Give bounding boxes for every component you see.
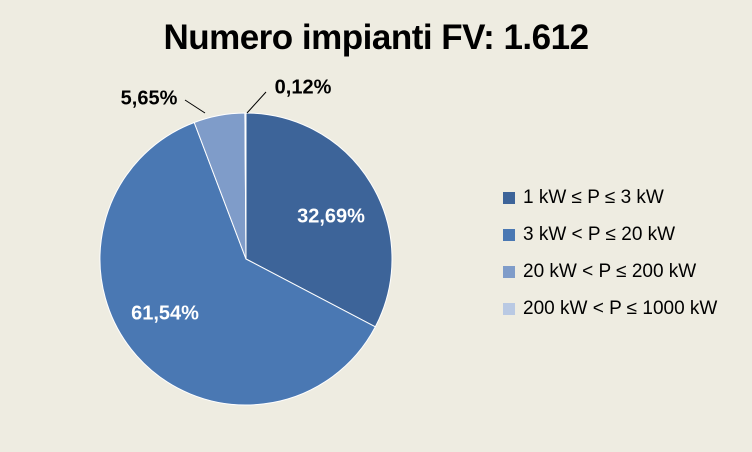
legend-swatch xyxy=(503,303,515,315)
leader-line-3 xyxy=(184,99,206,114)
data-label-1: 32,69% xyxy=(297,205,365,227)
legend-label: 200 kW < P ≤ 1000 kW xyxy=(523,298,718,319)
legend-swatch xyxy=(503,229,515,241)
data-label-4: 0,12% xyxy=(275,76,332,98)
legend-swatch xyxy=(503,192,515,204)
data-label-2: 61,54% xyxy=(131,302,199,324)
pie-slice-2 xyxy=(99,121,376,406)
legend-swatch xyxy=(503,266,515,278)
legend-label: 3 kW < P ≤ 20 kW xyxy=(523,224,676,245)
legend-label: 1 kW ≤ P ≤ 3 kW xyxy=(523,187,664,208)
chart-title: Numero impianti FV: 1.612 xyxy=(163,18,589,57)
legend-label: 20 kW < P ≤ 200 kW xyxy=(523,261,697,282)
pie-slice-1 xyxy=(245,112,393,328)
leader-line-4 xyxy=(246,91,267,114)
pie-slice-4 xyxy=(244,112,247,260)
data-label-3: 5,65% xyxy=(121,87,178,109)
